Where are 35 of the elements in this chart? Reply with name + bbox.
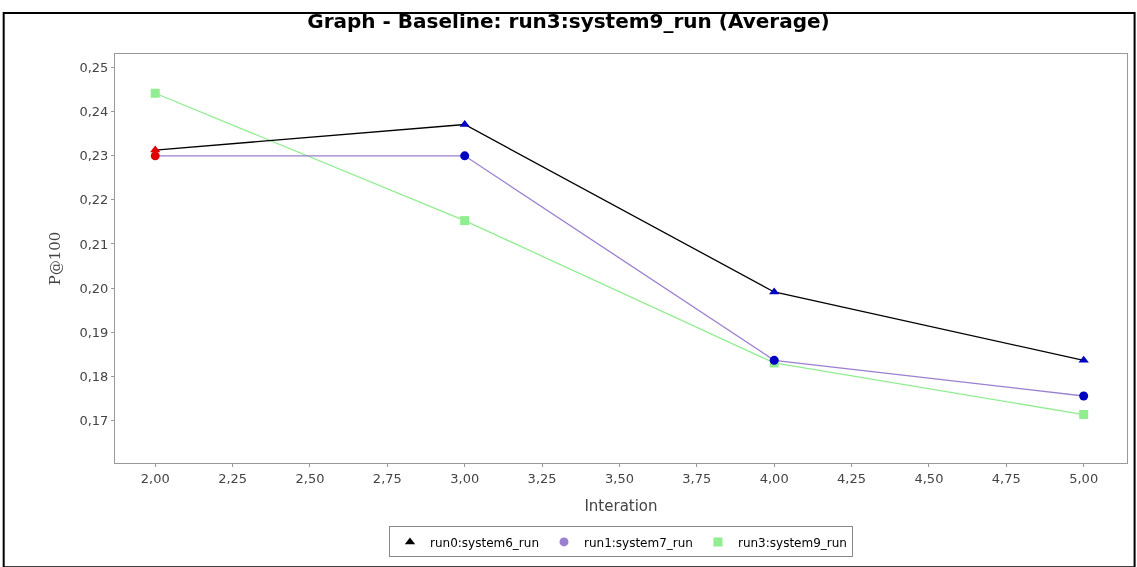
y-tick-label: 0,23 — [79, 148, 109, 164]
point — [460, 216, 470, 226]
point — [150, 88, 160, 98]
x-tick-label: 3,25 — [527, 470, 557, 486]
x-tick-label: 2,50 — [295, 470, 325, 486]
x-tick-label: 4,75 — [991, 470, 1021, 486]
point — [1078, 355, 1089, 363]
point — [460, 151, 470, 161]
y-tick-label: 0,21 — [79, 236, 109, 252]
x-tick-label: 3,00 — [450, 470, 480, 486]
x-tick-label: 3,50 — [604, 470, 634, 486]
x-tick-label: 2,25 — [218, 470, 248, 486]
x-tick-label: 4,00 — [759, 470, 789, 486]
x-tick-label: 5,00 — [1069, 470, 1099, 486]
legend-label: run1:system7_run — [583, 535, 693, 550]
y-tick-label: 0,20 — [79, 280, 109, 296]
y-tick-label: 0,24 — [79, 104, 109, 120]
y-tick-label: 0,19 — [79, 324, 109, 340]
x-tick-label: 3,75 — [682, 470, 712, 486]
y-axis-title: P@100 — [45, 231, 64, 286]
point — [150, 151, 160, 161]
x-tick-label: 2,75 — [372, 470, 402, 486]
legend-label: run3:system9_run — [737, 535, 847, 550]
point — [1079, 391, 1089, 401]
legend-label: run0:system6_run — [430, 535, 539, 550]
point — [1079, 410, 1089, 420]
x-tick-label: 2,00 — [140, 470, 170, 486]
y-tick-label: 0,25 — [79, 60, 109, 76]
y-tick-label: 0,17 — [79, 412, 109, 428]
x-tick-label: 4,25 — [837, 470, 867, 486]
chart-title: Graph - Baseline: run3:system9_run (Average) — [307, 9, 830, 34]
y-tick-label: 0,18 — [79, 368, 109, 384]
x-tick-label: 4,50 — [914, 470, 944, 486]
y-tick-label: 0,22 — [79, 192, 109, 208]
x-axis-title: Interation — [584, 496, 658, 515]
